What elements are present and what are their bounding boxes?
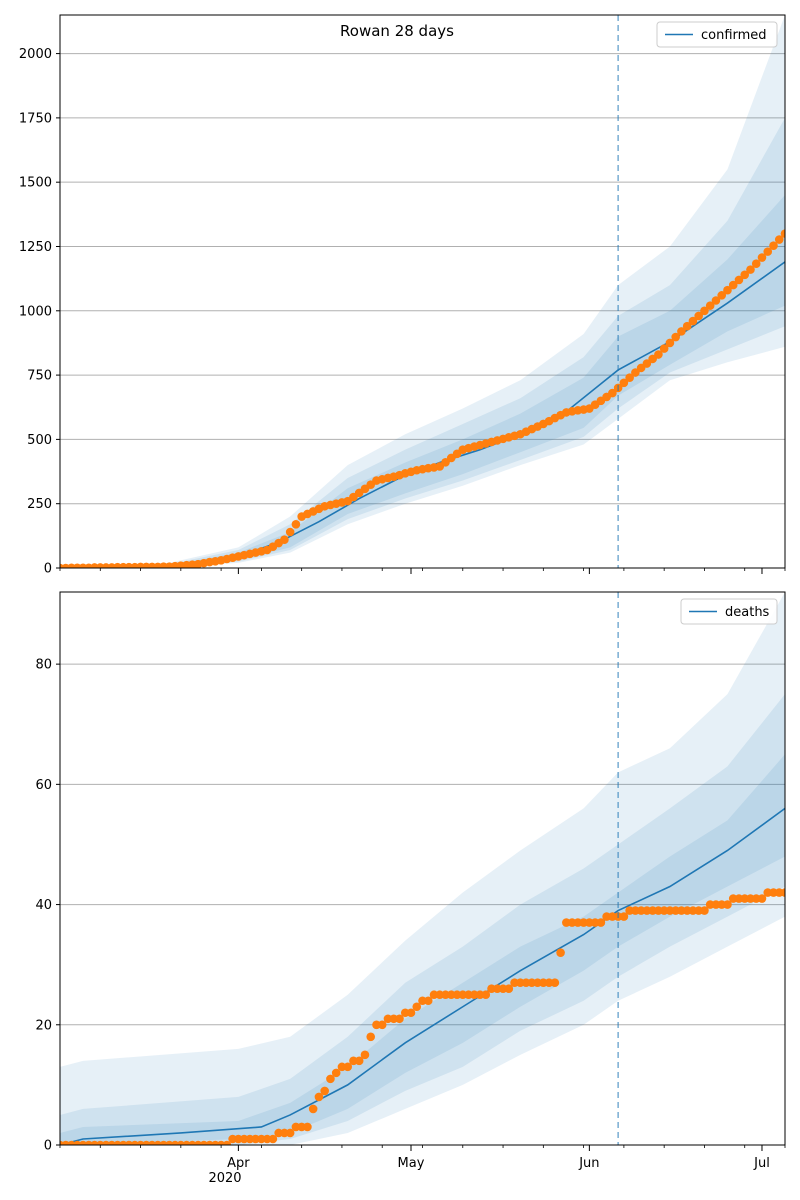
y-tick-label: 500 — [27, 433, 52, 448]
y-tick-label: 20 — [35, 1018, 52, 1033]
observed-point — [608, 388, 617, 398]
observed-point — [280, 535, 289, 545]
observed-point — [780, 888, 785, 897]
observed-point — [308, 1104, 318, 1114]
observed-point — [550, 978, 560, 988]
observed-point — [423, 996, 433, 1006]
observed-point — [222, 1140, 232, 1145]
observed-point — [740, 270, 750, 280]
observed-point — [769, 241, 778, 251]
confirmed-panel: 0 250 500 750 1000 1250 1500 1750 2000 confirmed — [19, 14, 786, 577]
observed-point — [303, 1122, 312, 1132]
observed-point — [354, 1056, 364, 1066]
confidence-band — [60, 117, 785, 568]
x-tick-label: May — [398, 1156, 425, 1171]
observed-point — [504, 984, 514, 994]
y-tick-label: 750 — [27, 369, 52, 384]
confidence-band — [60, 694, 785, 1145]
observed-point — [642, 359, 652, 368]
legend-label: confirmed — [701, 28, 767, 43]
observed-point — [291, 519, 301, 529]
x-tick-label: Jul — [753, 1156, 770, 1171]
observed-point — [751, 259, 761, 269]
observed-point — [285, 1128, 295, 1138]
observed-point — [625, 373, 634, 382]
legend-box — [680, 598, 778, 625]
y-tick-label: 250 — [27, 497, 52, 512]
observed-point — [326, 1074, 335, 1084]
observed-point — [314, 1092, 324, 1102]
observed-point — [671, 332, 680, 342]
y-tick-label: 0 — [44, 562, 52, 577]
x-tick-label: Jun — [578, 1156, 599, 1171]
plot-area — [60, 15, 785, 568]
observed-point — [780, 229, 785, 238]
chart-title: Rowan 28 days — [340, 22, 454, 40]
observed-point — [395, 1014, 404, 1024]
shared-x-axis-labels: Apr May Jun Jul — [227, 1156, 770, 1171]
confidence-band — [60, 592, 785, 1145]
y-tick-label: 60 — [35, 778, 52, 793]
observed-point — [763, 247, 773, 256]
y-tick-label: 1000 — [19, 304, 52, 319]
observed-point — [688, 316, 698, 326]
observed-point — [631, 368, 640, 377]
plot-area — [60, 592, 785, 1145]
y-tick-label: 80 — [35, 658, 52, 673]
deaths-panel: 0 20 40 60 80 deaths — [35, 591, 786, 1154]
observed-point — [654, 350, 663, 359]
model-median-line — [60, 807, 785, 1145]
observed-point — [700, 906, 709, 915]
observed-point — [659, 344, 669, 353]
observed-point — [366, 1032, 376, 1042]
axes-frame — [59, 14, 786, 569]
observed-point — [619, 378, 629, 388]
observed-point — [723, 900, 732, 909]
confidence-band — [60, 195, 785, 568]
observed-point — [694, 311, 703, 321]
x-tick-label: Apr — [227, 1156, 250, 1171]
observed-point — [285, 527, 295, 537]
observed-point — [596, 918, 606, 927]
observed-point — [711, 296, 721, 305]
observed-point — [682, 321, 692, 331]
observed-point — [343, 1062, 352, 1072]
observed-point — [412, 1002, 422, 1012]
y-tick-label: 2000 — [19, 47, 52, 62]
axes-frame — [59, 591, 786, 1146]
y-tick-label: 1750 — [19, 111, 52, 126]
observed-point — [705, 301, 715, 310]
y-tick-label: 40 — [35, 898, 52, 913]
confidence-band — [60, 15, 785, 568]
y-tick-label: 1500 — [19, 176, 52, 191]
x-year-label: 2020 — [208, 1171, 241, 1186]
observed-point — [320, 1086, 329, 1096]
observed-point — [723, 285, 732, 295]
observed-point — [700, 306, 709, 316]
observed-point — [377, 1020, 387, 1030]
observed-point — [746, 265, 755, 274]
observed-point — [757, 253, 767, 262]
y-tick-label: 1250 — [19, 240, 52, 255]
observed-point — [728, 280, 738, 290]
observed-point — [734, 275, 744, 285]
legend-box — [656, 21, 778, 48]
observed-point — [619, 912, 629, 921]
observed-point — [677, 327, 686, 336]
observed-point — [665, 338, 675, 348]
observed-point — [481, 990, 491, 1000]
observed-point — [331, 1068, 341, 1078]
observed-point — [406, 1008, 416, 1018]
observed-point — [556, 948, 565, 957]
legend-label: deaths — [725, 605, 770, 620]
observed-point — [717, 291, 727, 300]
observed-point — [268, 1134, 278, 1144]
observed-point — [774, 235, 784, 244]
observed-point — [757, 894, 767, 903]
y-tick-label: 0 — [44, 1139, 52, 1154]
observed-point — [360, 1050, 370, 1060]
